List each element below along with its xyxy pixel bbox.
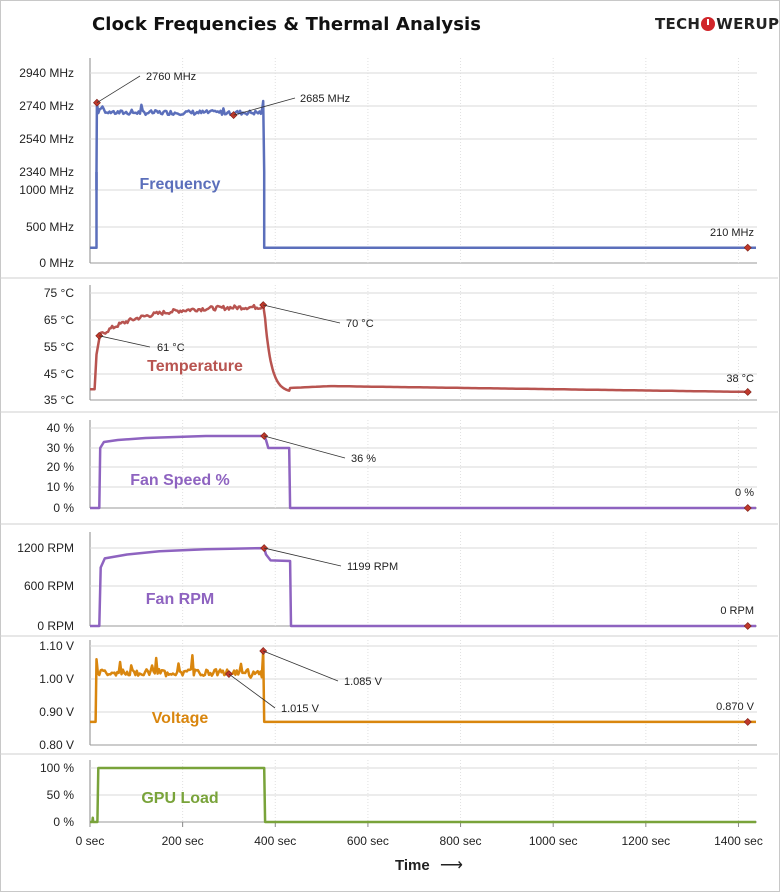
temperature-y-tick-label: 65 °C: [44, 313, 74, 327]
fan-speed-idle-label: 0 %: [735, 487, 754, 499]
frequency-avg-leader: [233, 97, 296, 116]
temperature-y-tick-label: 45 °C: [44, 367, 74, 381]
fan-rpm-max-label: 1199 RPM: [347, 561, 398, 573]
voltage-series-line: [90, 649, 756, 724]
techpowerup-logo: TECH WERUP: [655, 15, 779, 33]
frequency-y-tick-label: 2540 MHz: [19, 132, 74, 146]
logo-text-part2: WERUP: [716, 15, 780, 33]
fan-rpm-idle-label: 0 RPM: [720, 605, 754, 617]
gpu_load-y-tick-label: 0 %: [53, 815, 74, 829]
temperature-y-tick-label: 55 °C: [44, 340, 74, 354]
gpu-load-series-line: [90, 766, 756, 824]
frequency-series-line: [90, 99, 266, 249]
fan_speed-y-tick-label: 20 %: [47, 460, 75, 474]
frequency-y-tick-label: 0 MHz: [39, 256, 74, 270]
x-tick-label: 1000 sec: [529, 834, 578, 848]
voltage-y-tick-label: 1.00 V: [39, 672, 74, 686]
temperature-idle-label: 38 °C: [726, 373, 754, 385]
voltage-y-tick-label: 0.90 V: [39, 705, 74, 719]
frequency-max-label: 2760 MHz: [146, 71, 196, 83]
fan-rpm-idle-marker: [743, 622, 752, 630]
frequency-y-tick-label: 2340 MHz: [19, 165, 74, 179]
frequency-idle-label: 210 MHz: [710, 227, 754, 239]
frequency-idle-marker: [743, 243, 752, 252]
x-axis-title: Time: [395, 857, 430, 874]
gpu-load-panel-label: GPU Load: [141, 790, 218, 807]
fan-rpm-max-leader: [264, 547, 342, 567]
voltage-idle-label: 0.870 V: [716, 701, 755, 713]
fan-rpm-max-marker: [260, 544, 269, 552]
fan-speed-max-label: 36 %: [351, 453, 376, 465]
x-tick-label: 600 sec: [347, 834, 389, 848]
temperature-start-leader: [99, 335, 151, 348]
fan_speed-y-tick-label: 10 %: [47, 480, 75, 494]
fan_rpm-y-tick-label: 0 RPM: [37, 619, 74, 633]
power-button-icon: [701, 17, 716, 31]
fan-speed-max-marker: [260, 432, 269, 440]
frequency-y-tick-label: 1000 MHz: [19, 183, 74, 197]
frequency-max-leader: [96, 75, 141, 104]
frequency-y-tick-label: 2740 MHz: [19, 99, 74, 113]
temperature-panel-label: Temperature: [147, 358, 243, 375]
x-tick-label: 200 sec: [162, 834, 204, 848]
frequency-panel-label: Frequency: [140, 176, 221, 193]
chart-title: Clock Frequencies & Thermal Analysis: [92, 14, 482, 35]
fan-speed-max-leader: [264, 435, 346, 459]
gpu_load-y-tick-label: 100 %: [40, 761, 74, 775]
x-tick-label: 1400 sec: [714, 834, 763, 848]
fan_speed-y-tick-label: 0 %: [53, 501, 74, 515]
voltage-y-tick-label: 1.10 V: [39, 639, 74, 653]
frequency-avg-marker: [229, 111, 238, 119]
temperature-y-tick-label: 75 °C: [44, 286, 74, 300]
voltage-max-label: 1.085 V: [344, 676, 383, 688]
fan_speed-y-tick-label: 40 %: [47, 421, 75, 435]
voltage-y-tick-label: 0.80 V: [39, 738, 74, 752]
voltage-max-leader: [263, 650, 339, 682]
fan_speed-y-tick-label: 30 %: [47, 441, 75, 455]
fan-rpm-panel-label: Fan RPM: [146, 591, 214, 608]
voltage-idle-marker: [743, 717, 752, 726]
fan_rpm-y-tick-label: 600 RPM: [24, 579, 74, 593]
fan-speed-idle-marker: [743, 504, 752, 512]
frequency-y-tick-label: 2940 MHz: [19, 66, 74, 80]
fan-speed-series-line: [90, 434, 756, 510]
temperature-max-label: 70 °C: [346, 318, 374, 330]
temperature-series-line: [90, 303, 750, 394]
voltage-avg-leader: [228, 673, 276, 709]
x-tick-label: 800 sec: [440, 834, 482, 848]
frequency-y-tick-label: 500 MHz: [26, 220, 74, 234]
x-tick-label: 400 sec: [254, 834, 296, 848]
fan-speed-panel-label: Fan Speed %: [130, 472, 230, 489]
frequency-series-line-low: [262, 172, 756, 249]
x-axis-arrow-icon: ⟶: [440, 857, 463, 874]
frequency-avg-label: 2685 MHz: [300, 93, 350, 105]
fan-rpm-series-line: [90, 546, 756, 628]
temperature-max-leader: [263, 304, 341, 324]
voltage-avg-label: 1.015 V: [281, 703, 320, 715]
x-tick-label: 0 sec: [76, 834, 105, 848]
temperature-y-tick-label: 35 °C: [44, 393, 74, 407]
voltage-panel-label: Voltage: [152, 710, 209, 727]
temperature-start-label: 61 °C: [157, 342, 185, 354]
gpu_load-y-tick-label: 50 %: [47, 788, 75, 802]
fan_rpm-y-tick-label: 1200 RPM: [17, 541, 74, 555]
logo-text-part1: TECH: [655, 15, 701, 33]
temperature-idle-marker: [743, 388, 752, 396]
x-tick-label: 1200 sec: [621, 834, 670, 848]
